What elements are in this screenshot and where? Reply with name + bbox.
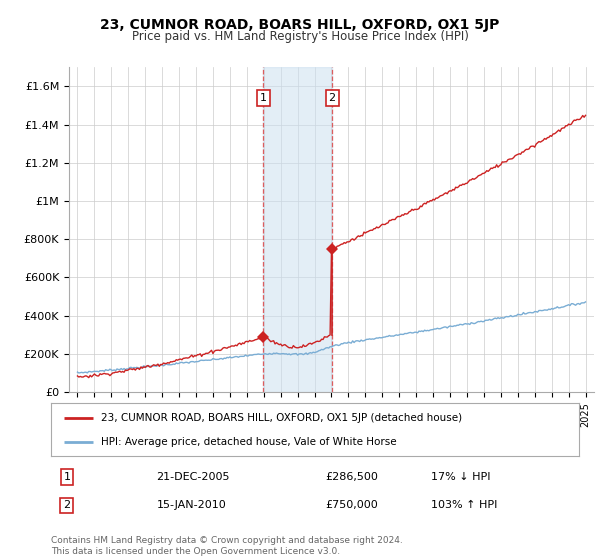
Text: Contains HM Land Registry data © Crown copyright and database right 2024.
This d: Contains HM Land Registry data © Crown c…	[51, 536, 403, 556]
Text: 1: 1	[64, 472, 70, 482]
Text: 21-DEC-2005: 21-DEC-2005	[157, 472, 230, 482]
Text: 23, CUMNOR ROAD, BOARS HILL, OXFORD, OX1 5JP: 23, CUMNOR ROAD, BOARS HILL, OXFORD, OX1…	[100, 17, 500, 31]
Text: 1: 1	[260, 93, 267, 103]
Text: HPI: Average price, detached house, Vale of White Horse: HPI: Average price, detached house, Vale…	[101, 437, 397, 447]
Text: Price paid vs. HM Land Registry's House Price Index (HPI): Price paid vs. HM Land Registry's House …	[131, 30, 469, 44]
Bar	[263, 67, 332, 392]
Text: 17% ↓ HPI: 17% ↓ HPI	[431, 472, 491, 482]
Text: 2: 2	[63, 500, 70, 510]
Text: 103% ↑ HPI: 103% ↑ HPI	[431, 500, 497, 510]
Text: 15-JAN-2010: 15-JAN-2010	[157, 500, 226, 510]
Text: £750,000: £750,000	[326, 500, 379, 510]
Text: £286,500: £286,500	[326, 472, 379, 482]
Text: 2: 2	[329, 93, 336, 103]
Text: 23, CUMNOR ROAD, BOARS HILL, OXFORD, OX1 5JP (detached house): 23, CUMNOR ROAD, BOARS HILL, OXFORD, OX1…	[101, 413, 462, 423]
